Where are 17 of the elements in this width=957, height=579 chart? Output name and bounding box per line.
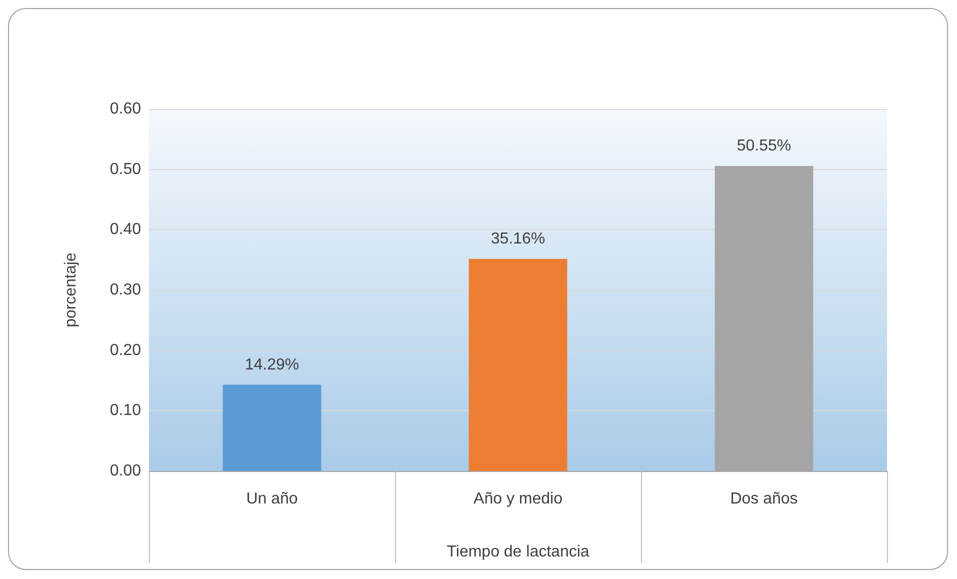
x-tick-label: Dos años [730,490,798,508]
y-axis-title: porcentaje [62,252,80,328]
bar [222,384,322,471]
y-tick-label: 0.40 [110,221,142,238]
y-tick-label: 0.60 [110,100,142,118]
data-label: 35.16% [490,230,546,248]
x-axis-title: Tiempo de lactancia [446,544,590,560]
x-tick-label: Año y medio [474,490,563,508]
data-label: 50.55% [736,138,792,155]
y-tick-label: 0.20 [110,342,142,359]
bar [468,258,568,471]
data-label: 14.29% [244,356,300,374]
y-tick-label: 0.50 [110,160,142,178]
y-tick-label: 0.30 [110,282,142,298]
y-tick-label: 0.00 [110,462,142,480]
x-tick-label: Un año [246,490,298,508]
y-tick-label: 0.10 [110,402,142,420]
